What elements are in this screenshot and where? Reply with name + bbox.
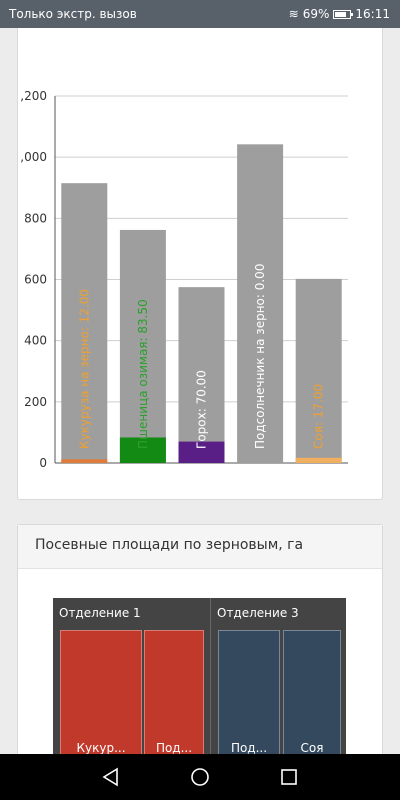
nav-bar [0,754,400,800]
bar-value [178,441,225,463]
treemap-tile[interactable]: Кукур... [60,630,142,754]
recents-icon[interactable] [279,767,299,787]
battery-icon [333,9,354,19]
treemap-tile[interactable]: Под... [218,630,280,754]
bar-data-label: Соя: 17.00 [312,384,326,449]
battery-percent: 69% [302,7,330,21]
bar-total [295,278,342,463]
y-tick-label: ,200 [20,89,47,103]
bar-total [61,183,108,463]
bar-chart: ,200 ,000 800 600 400 200 0 Кукуруза на зерно: … [20,89,348,470]
bar-total [119,229,166,463]
treemap-tile[interactable]: Соя [283,630,341,754]
wifi-icon: ≋ [288,7,299,21]
scroll-content[interactable]: ,200 ,000 800 600 400 200 0 Кукуруза на зерно: … [0,28,400,754]
bar-value [119,437,166,463]
status-bar: Только экстр. вызов ≋ 69% 16:11 [0,0,400,28]
y-tick-label: 200 [24,395,47,409]
y-tick-label: 400 [24,334,47,348]
bar-total [237,144,284,463]
y-tick-label: 800 [24,211,47,225]
bar-data-label: Кукуруза на зерно: 12.00 [77,289,91,449]
y-tick-label: 600 [24,273,47,287]
treemap-tile[interactable]: Под... [144,630,204,754]
bar-value [295,457,342,463]
home-icon[interactable] [190,767,210,787]
bar-data-label: Горох: 70.00 [195,370,209,449]
y-tick-label: ,000 [20,150,47,164]
bar-data-label: Пшеница озимая: 83.50 [136,299,150,449]
bar-chart-card: ,200 ,000 800 600 400 200 0 Кукуруза на зерно: … [17,28,383,500]
carrier-text: Только экстр. вызов [9,7,137,21]
clock: 16:11 [355,7,390,21]
back-icon[interactable] [101,767,121,787]
treemap-group-label: Отделение 1 [59,606,141,620]
bar-value [61,459,108,463]
card-title: Посевные площади по зерновым, га [18,525,382,569]
bar-total [178,287,225,463]
status-right: ≋ 69% 16:11 [289,7,390,21]
treemap-group-label: Отделение 3 [217,606,299,620]
y-tick-label: 0 [39,456,47,470]
treemap-group-3[interactable]: Отделение 3 Под... Соя [210,598,346,754]
treemap-group-1[interactable]: Отделение 1 Кукур... Под... [53,598,210,754]
bar-data-label: Подсолнечник на зерно: 0.00 [253,264,267,449]
